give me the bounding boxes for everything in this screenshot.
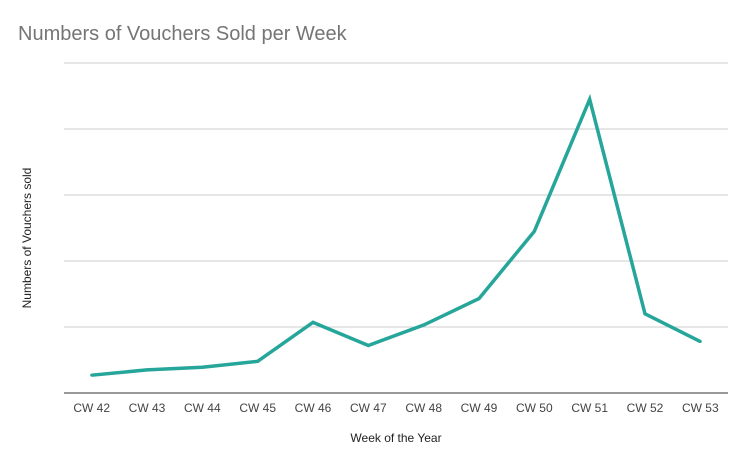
data-point (477, 297, 481, 301)
data-point (145, 368, 149, 372)
data-point (698, 340, 702, 344)
x-tick-label: CW 45 (239, 401, 276, 415)
x-tick-label: CW 50 (516, 401, 553, 415)
x-tick-label: CW 47 (350, 401, 387, 415)
data-point (643, 312, 647, 316)
data-point (90, 373, 94, 377)
x-tick-label: CW 42 (73, 401, 110, 415)
data-point (200, 365, 204, 369)
x-tick-label: CW 46 (295, 401, 332, 415)
x-tick-label: CW 51 (571, 401, 608, 415)
y-axis-label: Numbers of Vouchers sold (20, 168, 34, 309)
x-tick-labels: CW 42 CW 43 CW 44 CW 45 CW 46 CW 47 CW 48 CW 49… (73, 401, 719, 415)
x-axis-label: Week of the Year (350, 431, 441, 445)
gridlines (64, 62, 728, 328)
data-point (366, 343, 370, 347)
data-point (256, 359, 260, 363)
data-point (422, 323, 426, 327)
x-tick-label: CW 43 (129, 401, 166, 415)
data-point (311, 320, 315, 324)
x-tick-label: CW 48 (405, 401, 442, 415)
x-tick-label: CW 52 (627, 401, 664, 415)
series-group (90, 93, 702, 377)
x-tick-label: CW 53 (682, 401, 719, 415)
x-tick-label: CW 44 (184, 401, 221, 415)
data-point (532, 229, 536, 233)
chart-title: Numbers of Vouchers Sold per Week (18, 23, 348, 45)
series-line (91, 93, 702, 377)
data-point (588, 97, 592, 101)
x-tick-label: CW 49 (461, 401, 498, 415)
